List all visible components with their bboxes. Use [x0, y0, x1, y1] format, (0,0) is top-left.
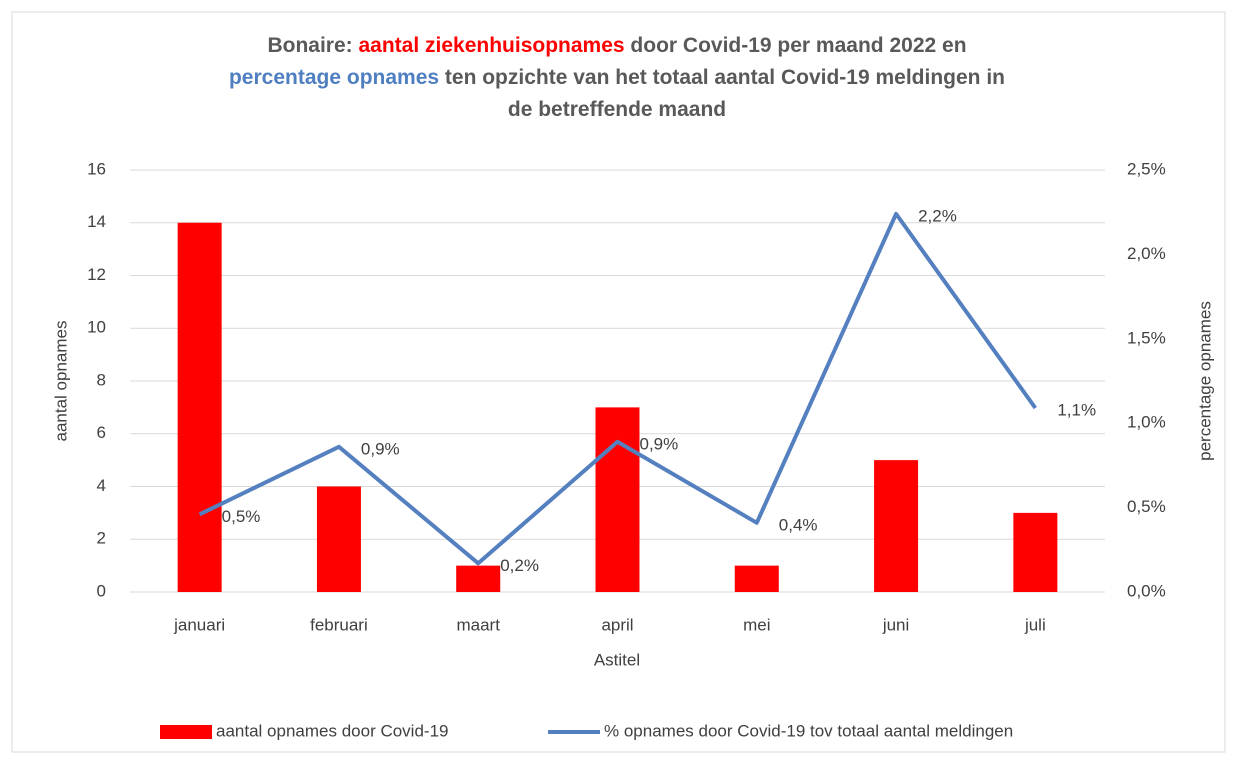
x-tick-label: februari — [310, 615, 368, 634]
y-tick-label: 14 — [87, 212, 106, 231]
line — [198, 211, 1037, 566]
bar — [595, 407, 640, 592]
y-tick-label: 0 — [97, 581, 106, 600]
data-label: 0,5% — [222, 507, 261, 526]
x-axis-label: Astitel — [594, 650, 640, 669]
data-label: 0,9% — [361, 439, 400, 458]
bar — [734, 565, 779, 592]
title-segment: Bonaire: — [267, 34, 358, 57]
data-label: 0,4% — [779, 515, 818, 534]
y2-tick-label: 2,5% — [1127, 159, 1166, 178]
bar — [316, 486, 361, 592]
y2-tick-label: 2,0% — [1127, 244, 1166, 263]
y-tick-label: 16 — [87, 159, 106, 178]
chart-title: Bonaire: aantal ziekenhuisopnames door C… — [267, 34, 966, 57]
y2-tick-label: 1,5% — [1127, 328, 1166, 347]
y-tick-label: 12 — [87, 265, 106, 284]
y-tick-label: 2 — [97, 529, 106, 548]
legend-label: aantal opnames door Covid-19 — [216, 721, 448, 740]
data-label: 0,2% — [500, 556, 539, 575]
y2-tick-label: 0,0% — [1127, 581, 1166, 600]
y-axis-label: aantal opnames — [51, 321, 70, 442]
x-tick-label: maart — [456, 615, 500, 634]
y2-axis-label: percentage opnames — [1195, 301, 1214, 461]
y-tick-label: 8 — [97, 370, 106, 389]
bar — [177, 222, 222, 592]
title-segment: ten opzichte van het totaal aantal Covid… — [439, 66, 1005, 89]
title-segment: aantal ziekenhuisopnames — [358, 34, 624, 57]
y-tick-label: 10 — [87, 318, 106, 337]
y2-tick-label: 1,0% — [1127, 413, 1166, 432]
legend-label: % opnames door Covid-19 tov totaal aanta… — [604, 721, 1013, 740]
title-segment: percentage opnames — [229, 66, 439, 89]
title-segment: de betreffende maand — [508, 98, 726, 121]
data-label: 1,1% — [1057, 400, 1096, 419]
y2-tick-label: 0,5% — [1127, 497, 1166, 516]
chart-title: percentage opnames ten opzichte van het … — [229, 66, 1005, 89]
y-tick-label: 6 — [97, 423, 106, 442]
x-tick-label: mei — [743, 615, 770, 634]
chart-title: de betreffende maand — [508, 98, 726, 121]
legend-swatch — [160, 725, 212, 739]
x-tick-label: april — [601, 615, 633, 634]
y-tick-label: 4 — [97, 476, 106, 495]
bar — [456, 565, 501, 592]
data-label: 0,9% — [640, 434, 679, 453]
x-tick-label: juli — [1024, 615, 1046, 634]
title-segment: door Covid-19 per maand 2022 en — [625, 34, 967, 57]
x-tick-label: januari — [173, 615, 225, 634]
bar — [1013, 512, 1058, 592]
data-label: 2,2% — [918, 206, 957, 225]
bar — [874, 460, 919, 592]
x-tick-label: juni — [882, 615, 909, 634]
